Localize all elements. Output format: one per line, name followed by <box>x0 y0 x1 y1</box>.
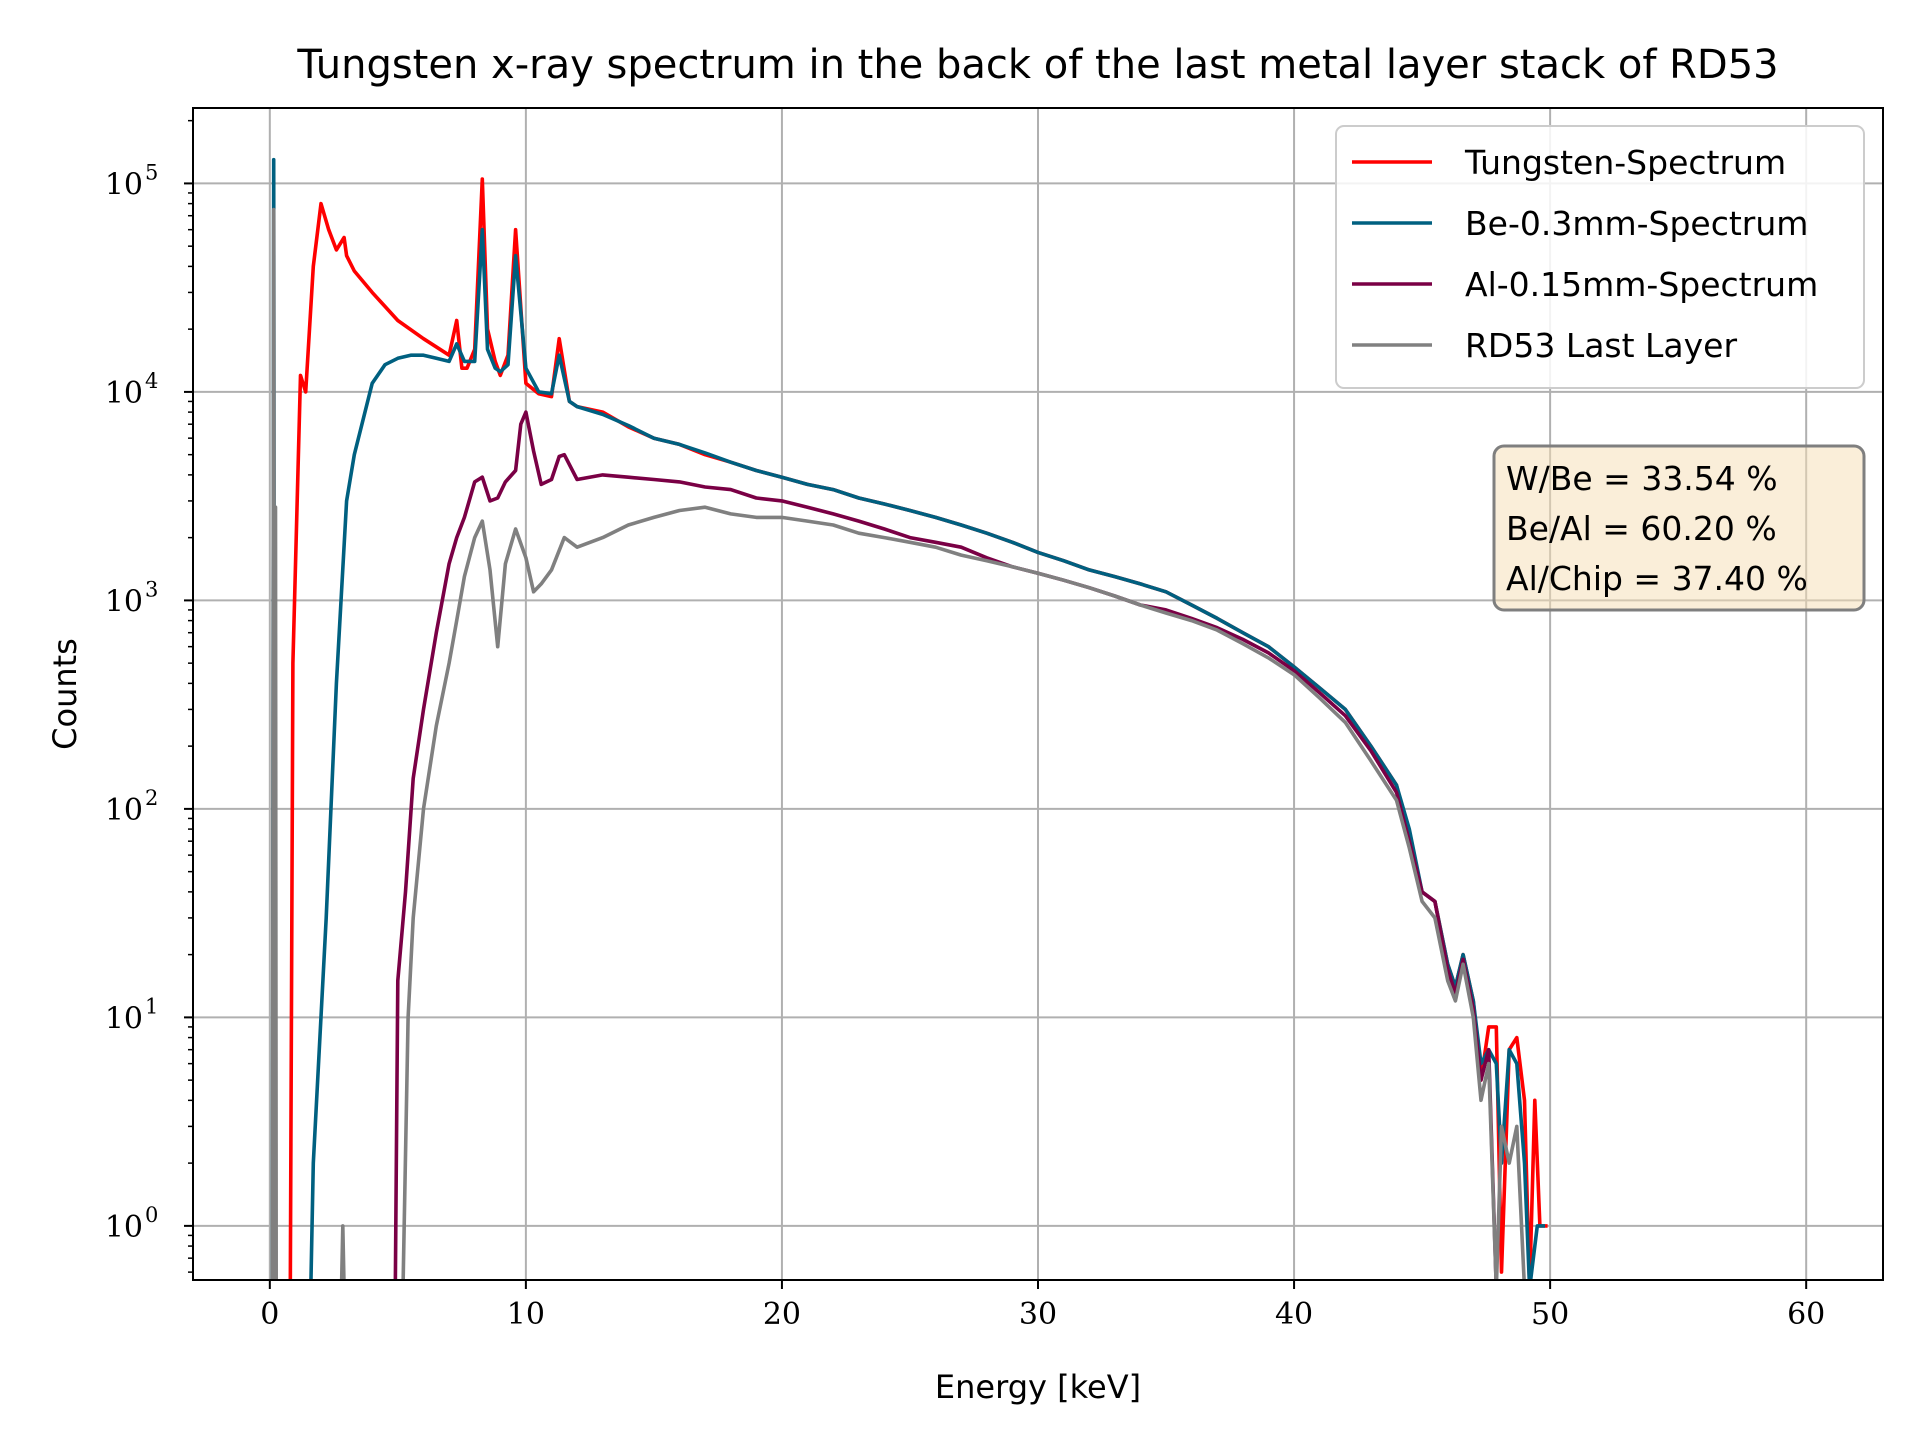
x-tick-label: 40 <box>1275 1297 1313 1332</box>
legend-label: Al-0.15mm-Spectrum <box>1465 265 1818 304</box>
x-tick-label: 50 <box>1531 1297 1569 1332</box>
x-tick-label: 20 <box>763 1297 801 1332</box>
annotation-line-2: Be/Al = 60.20 % <box>1506 509 1777 548</box>
legend: Tungsten-Spectrum Be-0.3mm-Spectrum Al-0.1… <box>1335 125 1865 389</box>
y-tick-label: 10 <box>105 1001 143 1036</box>
y-tick-exponent: 1 <box>145 994 158 1018</box>
annotation-line-3: Al/Chip = 37.40 % <box>1506 559 1808 598</box>
y-axis-label: Counts <box>46 638 84 750</box>
annotation-box <box>1492 444 1866 612</box>
series-line-4 <box>270 207 1526 1280</box>
y-tick-label: 10 <box>105 584 143 619</box>
x-axis-label: Energy [keV] <box>935 1368 1141 1406</box>
legend-items: Tungsten-Spectrum Be-0.3mm-Spectrum Al-0.1… <box>1352 143 1818 365</box>
legend-label: Be-0.3mm-Spectrum <box>1465 204 1808 243</box>
y-tick-exponent: 0 <box>145 1203 158 1227</box>
ratio-annotation: W/Be = 33.54 % Be/Al = 60.20 % Al/Chip =… <box>1492 444 1866 612</box>
legend-box <box>1335 125 1865 389</box>
x-tick-label: 60 <box>1787 1297 1825 1332</box>
y-tick-exponent: 3 <box>145 577 158 601</box>
y-tick-label: 10 <box>105 167 143 202</box>
x-tick-label: 10 <box>507 1297 545 1332</box>
chart-title: Tungsten x-ray spectrum in the back of t… <box>296 42 1778 88</box>
y-tick-exponent: 4 <box>145 369 158 393</box>
y-tick-label: 10 <box>105 376 143 411</box>
x-tick-label: 0 <box>260 1297 279 1332</box>
legend-label: Tungsten-Spectrum <box>1464 143 1786 182</box>
annotation-line-1: W/Be = 33.54 % <box>1506 459 1778 498</box>
series-line-3 <box>393 410 1498 1280</box>
legend-label: RD53 Last Layer <box>1465 326 1737 365</box>
y-tick-exponent: 5 <box>145 160 158 184</box>
y-tick-label: 10 <box>105 793 143 828</box>
data-series <box>270 157 1548 1280</box>
y-tick-exponent: 2 <box>145 786 158 810</box>
x-tick-label: 30 <box>1019 1297 1057 1332</box>
y-tick-label: 10 <box>105 1210 143 1245</box>
